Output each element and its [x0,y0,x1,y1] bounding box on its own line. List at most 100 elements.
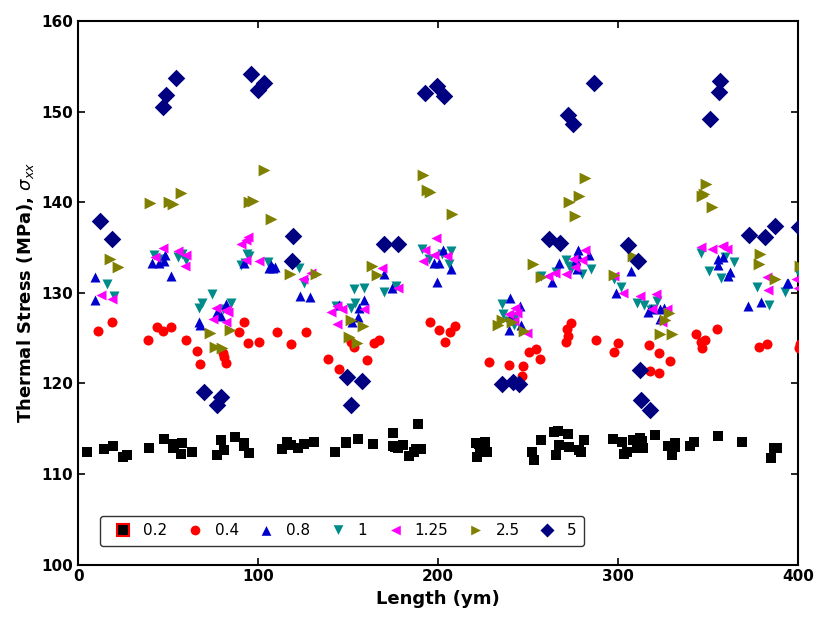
Point [374,263,388,273]
Point [351,312,364,322]
Point [246,196,259,206]
Point [714,273,727,283]
Point [388,442,401,452]
Point [577,435,590,445]
Point [208,341,221,351]
Point [357,283,370,293]
Point [752,341,765,351]
Point [533,435,546,445]
Point [444,264,457,274]
Point [310,269,323,278]
Point [614,282,627,292]
Point [711,87,724,97]
Point [215,348,229,358]
Point [367,338,380,348]
Point [237,317,250,327]
Point [223,325,236,335]
Point [106,317,119,327]
Point [180,255,193,265]
Point [517,326,530,336]
Point [558,269,571,278]
Point [253,256,266,266]
Point [768,221,781,231]
Point [387,429,400,439]
Point [258,165,271,175]
Point [332,300,345,310]
Point [219,317,233,327]
Point [206,314,219,324]
Point [752,249,765,259]
Point [329,301,342,311]
Point [508,303,521,313]
Point [527,455,540,465]
Point [768,274,781,284]
Point [607,347,620,357]
Point [217,352,230,362]
Point [508,312,521,321]
Point [567,262,580,272]
Point [239,235,253,245]
Point [705,244,718,254]
Point [651,368,664,378]
Point [541,270,554,280]
Point [299,327,312,337]
Point [180,335,193,345]
Point [564,318,577,328]
Point [702,114,715,124]
Point [495,315,508,325]
Point [561,429,574,439]
Point [435,249,448,259]
Point [472,439,485,449]
Point [232,328,245,338]
Point [185,447,198,457]
Point [332,364,345,374]
Point [414,444,427,454]
Point [266,264,279,273]
Point [415,244,428,254]
Point [175,449,188,459]
Point [156,102,170,112]
Point [409,444,422,454]
Point [145,259,158,269]
Point [503,293,516,303]
Point [710,254,724,264]
Point [546,427,560,437]
Point [303,292,316,302]
Point [252,338,265,348]
Point [630,298,643,308]
Point [760,339,773,349]
Point [344,338,357,348]
Point [633,364,646,374]
Point [610,338,623,348]
Point [715,240,728,250]
Point [694,338,707,348]
Point [378,239,391,249]
Point [89,295,102,305]
Point [529,345,542,354]
Point [156,326,169,336]
Point [644,303,657,313]
Point [339,439,352,449]
Point [513,320,527,330]
Point [752,259,765,269]
Point [533,272,546,282]
Point [566,119,579,129]
Point [335,304,349,314]
Point [430,277,443,287]
Point [469,438,483,448]
Point [156,434,170,444]
Point [372,335,385,345]
Point [170,73,183,83]
Point [473,446,486,456]
Point [192,303,205,313]
Point [344,315,358,325]
Point [548,450,561,460]
Point [205,290,218,300]
Point [512,379,525,389]
Point [520,328,533,338]
Point [195,298,208,308]
Point [150,323,163,333]
Point [561,442,575,452]
Point [411,419,424,429]
Point [407,447,421,457]
